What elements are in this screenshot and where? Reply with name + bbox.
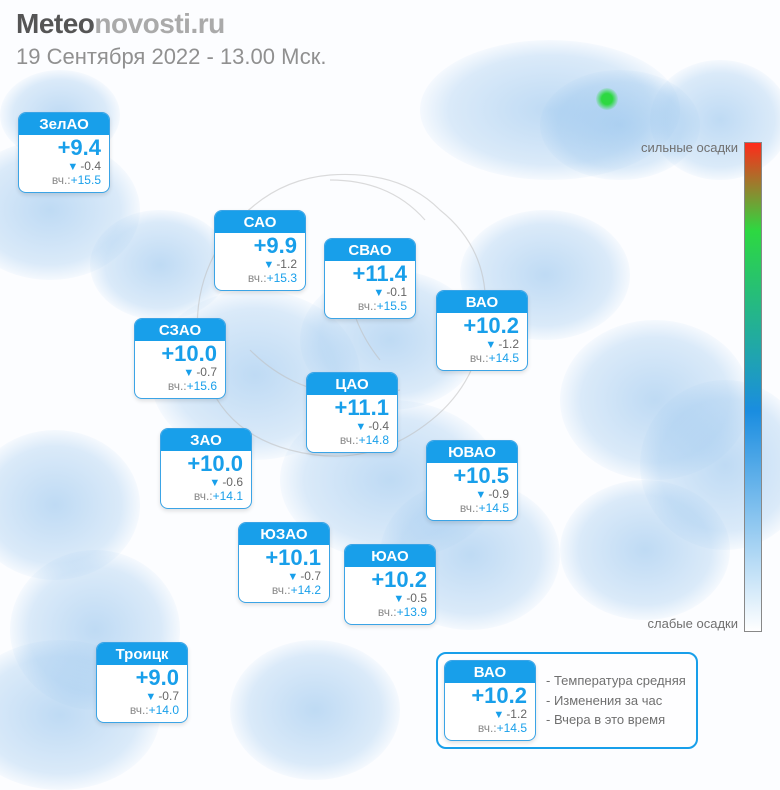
scale-label-weak: слабые осадки xyxy=(648,616,738,631)
district-name: ЮЗАО xyxy=(239,523,329,545)
district-card-szao[interactable]: СЗАО+10.0▼-0.7вч.:+15.6 xyxy=(134,318,226,399)
district-delta: ▼-0.7 xyxy=(97,690,187,703)
down-triangle-icon: ▼ xyxy=(67,161,78,173)
down-triangle-icon: ▼ xyxy=(263,259,274,271)
district-delta: ▼-0.1 xyxy=(325,286,415,299)
down-triangle-icon: ▼ xyxy=(475,489,486,501)
district-name: СВАО xyxy=(325,239,415,261)
legend-sample-card: ВАО +10.2 ▼-1.2 вч.:+14.5 xyxy=(444,660,536,741)
district-card-zao[interactable]: ЗАО+10.0▼-0.6вч.:+14.1 xyxy=(160,428,252,509)
district-name: ЗелАО xyxy=(19,113,109,135)
district-temp: +9.0 xyxy=(97,665,187,690)
legend-box: ВАО +10.2 ▼-1.2 вч.:+14.5 - Температура … xyxy=(436,652,698,749)
district-yesterday: вч.:+14.1 xyxy=(161,489,251,507)
district-yesterday: вч.:+14.5 xyxy=(427,501,517,519)
scale-label-strong: сильные осадки xyxy=(641,140,738,155)
district-name: ЦАО xyxy=(307,373,397,395)
district-yesterday: вч.:+14.2 xyxy=(239,583,329,601)
legend-card-temp: +10.2 xyxy=(445,683,535,708)
down-triangle-icon: ▼ xyxy=(145,691,156,703)
district-temp: +10.0 xyxy=(161,451,251,476)
district-name: ВАО xyxy=(437,291,527,313)
district-yesterday: вч.:+14.8 xyxy=(307,433,397,451)
district-yesterday: вч.:+15.5 xyxy=(325,299,415,317)
district-temp: +10.5 xyxy=(427,463,517,488)
logo-light: novosti.ru xyxy=(94,8,224,39)
district-name: САО xyxy=(215,211,305,233)
district-temp: +9.4 xyxy=(19,135,109,160)
down-triangle-icon: ▼ xyxy=(209,477,220,489)
district-delta: ▼-0.4 xyxy=(19,160,109,173)
district-temp: +11.1 xyxy=(307,395,397,420)
district-yesterday: вч.:+14.5 xyxy=(437,351,527,369)
logo-bold: Meteo xyxy=(16,8,94,39)
district-delta: ▼-0.7 xyxy=(135,366,225,379)
district-temp: +10.0 xyxy=(135,341,225,366)
district-name: ЮВАО xyxy=(427,441,517,463)
district-card-uzao[interactable]: ЮЗАО+10.1▼-0.7вч.:+14.2 xyxy=(238,522,330,603)
district-yesterday: вч.:+15.6 xyxy=(135,379,225,397)
down-triangle-icon: ▼ xyxy=(355,421,366,433)
legend-card-yest: вч.:+14.5 xyxy=(445,721,535,739)
district-temp: +10.2 xyxy=(437,313,527,338)
down-triangle-icon: ▼ xyxy=(485,339,496,351)
district-delta: ▼-0.9 xyxy=(427,488,517,501)
district-card-uvao[interactable]: ЮВАО+10.5▼-0.9вч.:+14.5 xyxy=(426,440,518,521)
district-name: ЗАО xyxy=(161,429,251,451)
legend-card-delta: ▼-1.2 xyxy=(445,708,535,721)
district-delta: ▼-0.4 xyxy=(307,420,397,433)
district-name: Троицк xyxy=(97,643,187,665)
district-yesterday: вч.:+14.0 xyxy=(97,703,187,721)
district-temp: +9.9 xyxy=(215,233,305,258)
district-temp: +10.1 xyxy=(239,545,329,570)
legend-line-1: - Температура средняя xyxy=(546,671,686,691)
legend-card-name: ВАО xyxy=(445,661,535,683)
district-yesterday: вч.:+15.3 xyxy=(215,271,305,289)
district-delta: ▼-0.6 xyxy=(161,476,251,489)
down-triangle-icon: ▼ xyxy=(183,367,194,379)
district-yesterday: вч.:+15.5 xyxy=(19,173,109,191)
district-card-uao[interactable]: ЮАО+10.2▼-0.5вч.:+13.9 xyxy=(344,544,436,625)
district-delta: ▼-0.5 xyxy=(345,592,435,605)
district-temp: +11.4 xyxy=(325,261,415,286)
legend-text: - Температура средняя - Изменения за час… xyxy=(546,671,686,730)
down-triangle-icon: ▼ xyxy=(393,593,404,605)
district-card-sao[interactable]: САО+9.9▼-1.2вч.:+15.3 xyxy=(214,210,306,291)
down-triangle-icon: ▼ xyxy=(493,709,504,721)
site-logo: Meteonovosti.ru xyxy=(16,8,225,40)
district-temp: +10.2 xyxy=(345,567,435,592)
legend-line-3: - Вчера в это время xyxy=(546,710,686,730)
district-delta: ▼-1.2 xyxy=(215,258,305,271)
district-name: СЗАО xyxy=(135,319,225,341)
district-card-cao[interactable]: ЦАО+11.1▼-0.4вч.:+14.8 xyxy=(306,372,398,453)
district-delta: ▼-0.7 xyxy=(239,570,329,583)
legend-line-2: - Изменения за час xyxy=(546,691,686,711)
datetime-label: 19 Сентября 2022 - 13.00 Мск. xyxy=(16,44,326,70)
district-yesterday: вч.:+13.9 xyxy=(345,605,435,623)
district-name: ЮАО xyxy=(345,545,435,567)
district-card-troick[interactable]: Троицк+9.0▼-0.7вч.:+14.0 xyxy=(96,642,188,723)
down-triangle-icon: ▼ xyxy=(287,571,298,583)
district-card-svao[interactable]: СВАО+11.4▼-0.1вч.:+15.5 xyxy=(324,238,416,319)
district-delta: ▼-1.2 xyxy=(437,338,527,351)
precip-color-scale xyxy=(744,142,762,632)
district-card-vao[interactable]: ВАО+10.2▼-1.2вч.:+14.5 xyxy=(436,290,528,371)
down-triangle-icon: ▼ xyxy=(373,287,384,299)
district-card-zelao[interactable]: ЗелАО+9.4▼-0.4вч.:+15.5 xyxy=(18,112,110,193)
